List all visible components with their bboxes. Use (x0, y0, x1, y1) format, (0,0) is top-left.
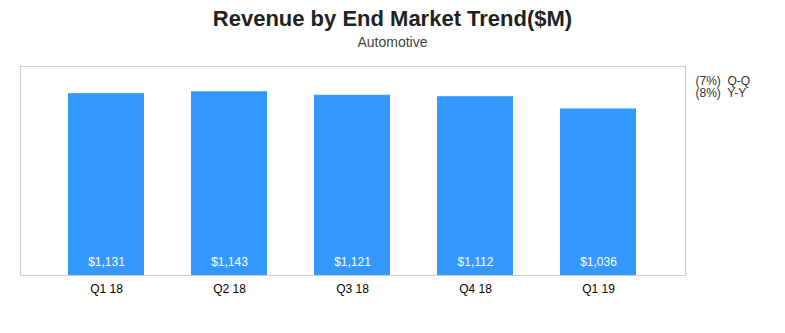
svg-text:$1,121: $1,121 (334, 255, 371, 269)
svg-text:$1,036: $1,036 (580, 255, 617, 269)
html-text:Revenue by End Market Trend($M: Revenue by End Market Trend($M) (212, 6, 573, 31)
svg-text:$1,112: $1,112 (458, 255, 494, 269)
svg-text:Q1 18: Q1 18 (90, 282, 123, 296)
svg-text:Q2 18: Q2 18 (213, 282, 246, 296)
svg-text:$1,143: $1,143 (211, 255, 248, 269)
svg-text:$1,131: $1,131 (88, 255, 125, 269)
svg-text:Q3 18: Q3 18 (336, 282, 369, 296)
svg-text:Q4 18: Q4 18 (459, 282, 492, 296)
svg-text:Q1 19: Q1 19 (582, 282, 615, 296)
svg-text:(7%) Q-Q(8%) Y-Y: (7%) Q-Q(8%) Y-Y (696, 74, 751, 100)
html-text:Automotive: Automotive (357, 34, 428, 50)
